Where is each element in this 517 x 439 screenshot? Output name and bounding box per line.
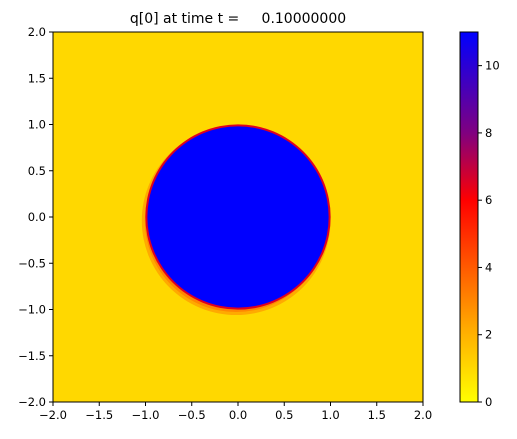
colorbar-gradient (460, 32, 478, 402)
y-tick-label: 0.0 (28, 210, 46, 224)
x-tick-label: 0.0 (229, 408, 247, 422)
colorbar-tick-label: 0 (485, 395, 492, 409)
colorbar-tick-label: 4 (485, 260, 492, 274)
y-tick-label: 0.5 (28, 164, 46, 178)
x-tick-label: 1.5 (368, 408, 386, 422)
y-tick-label: 1.5 (28, 71, 46, 85)
y-tick-label: 2.0 (28, 25, 46, 39)
colorbar-tick-label: 6 (485, 193, 492, 207)
dense-disk (147, 126, 329, 308)
y-axis: −2.0 −1.5 −1.0 −0.5 0.0 0.5 1.0 1.5 2.0 (18, 25, 53, 409)
x-axis: −2.0 −1.5 −1.0 −0.5 0.0 0.5 1.0 1.5 2.0 (39, 402, 432, 422)
x-tick-label: −1.5 (85, 408, 113, 422)
y-tick-label: −2.0 (18, 395, 46, 409)
x-tick-label: 0.5 (275, 408, 293, 422)
y-tick-label: −0.5 (18, 256, 46, 270)
chart-title: q[0] at time t = 0.10000000 (130, 11, 346, 27)
x-tick-label: −0.5 (178, 408, 206, 422)
plot-area (53, 32, 423, 402)
colorbar-ticks: 0 2 4 6 8 10 (478, 59, 500, 409)
x-tick-label: 1.0 (321, 408, 339, 422)
colorbar-tick-label: 8 (485, 126, 492, 140)
x-tick-label: −2.0 (39, 408, 67, 422)
colorbar-frame (459, 31, 479, 403)
colorbar-tick-label: 10 (485, 59, 500, 73)
y-tick-label: 1.0 (28, 118, 46, 132)
colorbar-tick-label: 2 (485, 328, 492, 342)
x-tick-label: −1.0 (132, 408, 160, 422)
colorbar: 0 2 4 6 8 10 (459, 31, 500, 409)
x-tick-label: 2.0 (414, 408, 432, 422)
y-tick-label: −1.0 (18, 303, 46, 317)
y-tick-label: −1.5 (18, 349, 46, 363)
